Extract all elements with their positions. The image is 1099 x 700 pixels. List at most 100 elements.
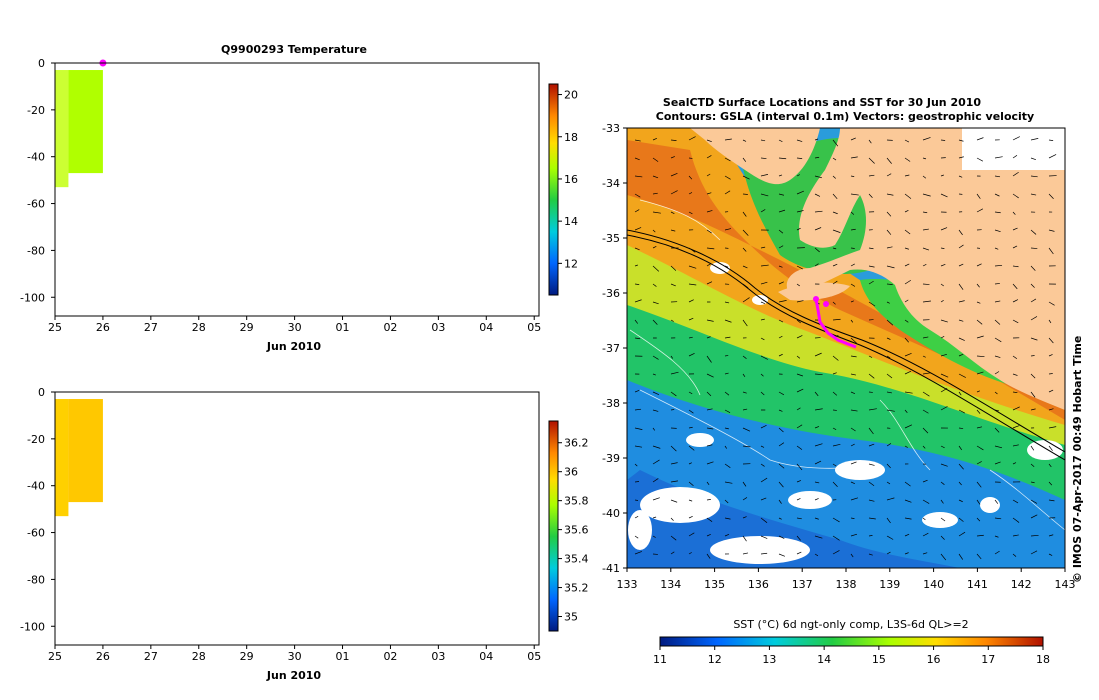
map-colorbar-tick-label: 13 xyxy=(762,653,776,666)
velocity-vector xyxy=(652,391,660,396)
velocity-vector xyxy=(814,391,819,397)
velocity-vector xyxy=(904,319,909,323)
map-colorbar-tick-label: 14 xyxy=(817,653,831,666)
velocity-vector xyxy=(958,156,964,159)
velocity-vector xyxy=(706,499,711,501)
velocity-vector xyxy=(778,265,783,268)
velocity-vector xyxy=(1048,154,1057,159)
velocity-vector xyxy=(778,229,784,234)
y-tick-label: -80 xyxy=(27,244,45,257)
velocity-vector xyxy=(760,193,769,197)
velocity-vector xyxy=(724,481,733,484)
velocity-vector xyxy=(958,353,964,357)
velocity-vector xyxy=(958,175,963,178)
colorbar-tick-label: 35.2 xyxy=(564,582,589,595)
velocity-vector xyxy=(1030,229,1037,235)
velocity-vector xyxy=(886,443,892,447)
velocity-vector xyxy=(994,427,1000,433)
velocity-vector xyxy=(940,174,944,177)
velocity-vector xyxy=(796,227,801,231)
velocity-vector xyxy=(634,175,643,178)
velocity-vector xyxy=(1030,247,1038,249)
sst-midlatitude xyxy=(627,300,1065,500)
velocity-vector xyxy=(652,175,659,179)
velocity-vector xyxy=(724,372,729,375)
velocity-vector xyxy=(688,175,693,180)
velocity-vector xyxy=(994,300,1001,303)
velocity-vector xyxy=(922,552,928,555)
velocity-vector xyxy=(724,517,731,520)
velocity-vector xyxy=(940,406,948,411)
velocity-vector xyxy=(652,478,659,483)
velocity-vector xyxy=(832,175,836,179)
velocity-vector xyxy=(706,444,713,447)
velocity-vector xyxy=(760,373,764,377)
velocity-vector xyxy=(904,337,909,343)
velocity-vector xyxy=(922,175,927,179)
velocity-vector xyxy=(796,480,802,483)
velocity-vector xyxy=(958,229,963,236)
velocity-vector xyxy=(742,535,747,542)
velocity-vector xyxy=(652,373,656,376)
velocity-vector xyxy=(958,553,964,560)
velocity-vector xyxy=(868,265,875,268)
velocity-vector xyxy=(904,353,912,357)
velocity-vector xyxy=(1048,426,1057,429)
velocity-vector xyxy=(688,265,697,269)
velocity-vector xyxy=(850,319,854,323)
velocity-vector xyxy=(1030,157,1037,161)
velocity-vector xyxy=(814,263,819,267)
y-tick-label: 0 xyxy=(38,386,45,399)
profile-cell xyxy=(68,70,103,174)
velocity-vector xyxy=(976,263,982,267)
velocity-vector xyxy=(922,264,927,267)
colorbar-tick-label: 35 xyxy=(564,611,578,624)
velocity-vector xyxy=(634,551,642,555)
velocity-vector xyxy=(994,499,999,504)
velocity-vector xyxy=(1030,481,1035,484)
colorbar-tick-label: 36.2 xyxy=(564,437,589,450)
velocity-vector xyxy=(958,139,964,142)
velocity-vector xyxy=(904,174,910,177)
velocity-vector xyxy=(760,174,769,177)
velocity-vector xyxy=(670,445,677,452)
velocity-vector xyxy=(742,481,747,487)
velocity-vector xyxy=(706,408,713,411)
velocity-vector xyxy=(994,355,1001,358)
velocity-vector xyxy=(688,317,694,321)
velocity-vector xyxy=(1048,534,1054,537)
velocity-vector xyxy=(670,319,674,322)
velocity-vector xyxy=(652,427,656,431)
velocity-vector xyxy=(904,499,912,503)
velocity-vector xyxy=(1048,499,1055,502)
velocity-vector xyxy=(724,228,732,231)
velocity-vector xyxy=(922,137,931,141)
velocity-vector xyxy=(976,534,984,537)
colorbar-tick-label: 12 xyxy=(564,257,578,270)
velocity-vector xyxy=(1012,227,1018,231)
velocity-vector xyxy=(778,335,783,339)
velocity-vector xyxy=(760,463,765,467)
velocity-vector xyxy=(778,281,784,285)
velocity-vector xyxy=(850,553,854,558)
velocity-vector xyxy=(760,535,768,539)
velocity-vector xyxy=(832,247,837,250)
velocity-vector xyxy=(994,229,1001,233)
velocity-vector xyxy=(724,265,729,268)
seal-position-a xyxy=(813,296,819,302)
velocity-vector xyxy=(1030,298,1037,303)
colorbar-tick-label: 16 xyxy=(564,173,578,186)
velocity-vector xyxy=(1048,373,1053,375)
velocity-vector xyxy=(778,481,784,488)
velocity-vector xyxy=(868,535,873,537)
velocity-vector xyxy=(796,445,803,450)
velocity-vector xyxy=(868,408,877,411)
profile-cell xyxy=(68,399,103,503)
velocity-vector xyxy=(832,463,837,467)
velocity-vector xyxy=(760,497,767,501)
velocity-vector xyxy=(994,247,999,250)
velocity-vector xyxy=(994,211,1001,214)
map-subtitle: Contours: GSLA (interval 0.1m) Vectors: … xyxy=(656,110,1034,123)
land-mass xyxy=(690,128,1065,410)
velocity-vector xyxy=(670,190,678,195)
